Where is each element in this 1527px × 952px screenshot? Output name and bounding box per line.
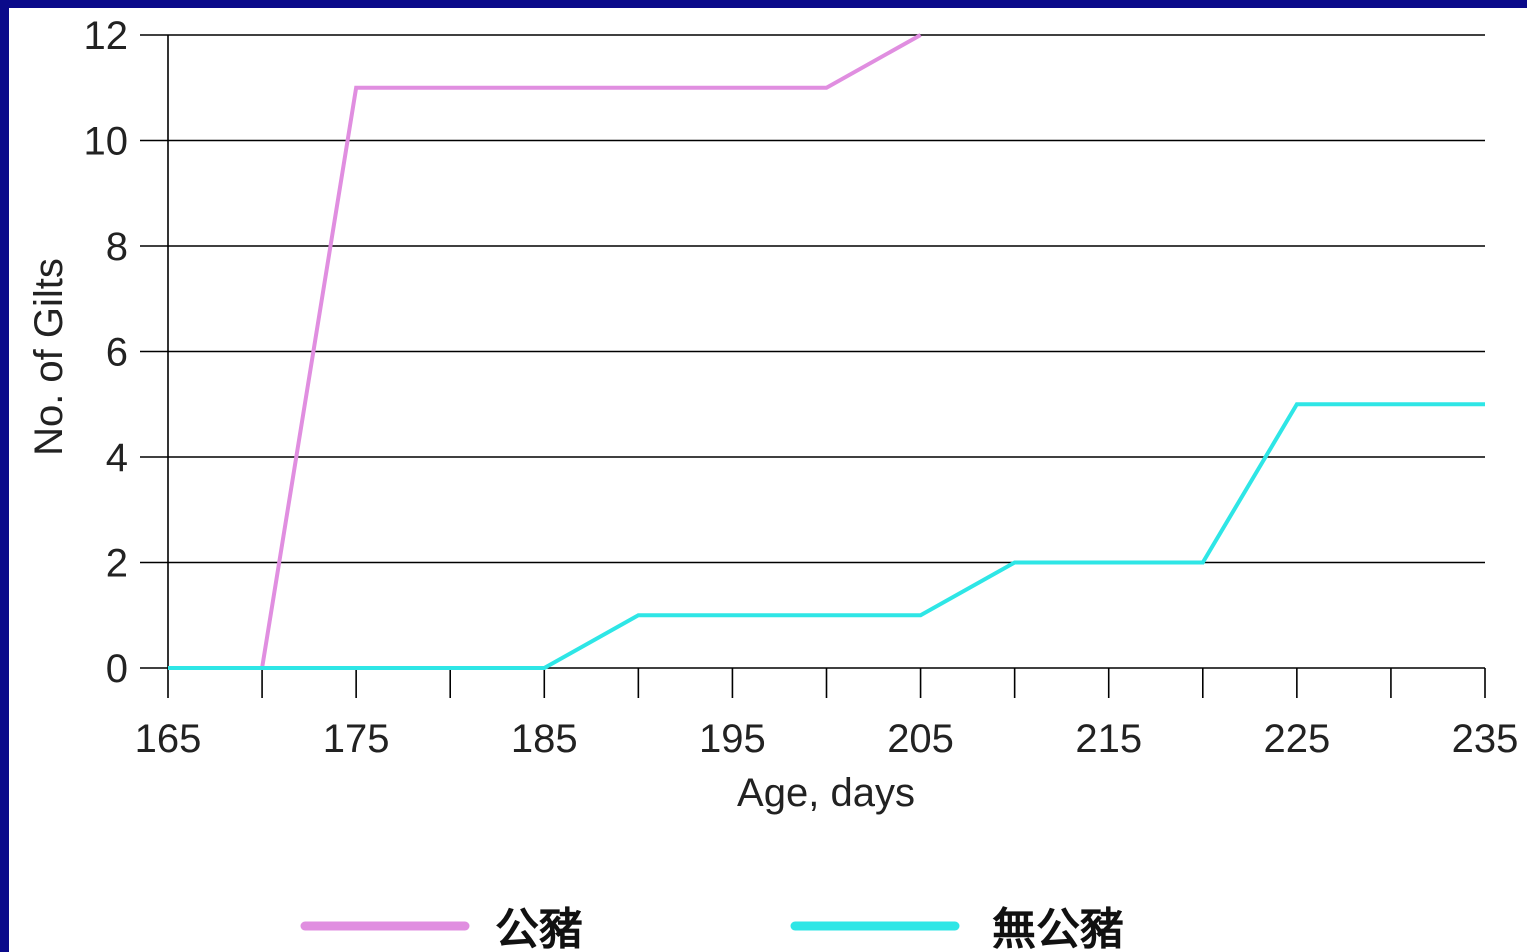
x-tick-label: 235 [1452, 717, 1519, 761]
chart-frame [9, 8, 1527, 952]
series-line-1 [168, 33, 922, 670]
y-tick-label: 6 [106, 331, 128, 375]
x-axis-title: Age, days [737, 771, 915, 815]
x-tick-label: 175 [323, 717, 390, 761]
x-tick-label: 215 [1075, 717, 1142, 761]
x-tick-label: 185 [511, 717, 578, 761]
legend-label-1: 公豬 [495, 904, 583, 952]
y-axis-title: No. of Gilts [27, 258, 71, 456]
y-tick-label: 8 [106, 225, 128, 269]
series-line-2 [168, 402, 1485, 670]
x-tick-label: 195 [699, 717, 766, 761]
x-tick-label: 165 [135, 717, 202, 761]
y-tick-label: 10 [84, 120, 129, 164]
legend-label-2: 無公豬 [992, 904, 1124, 952]
legend: 公豬 無公豬 [300, 904, 1124, 952]
y-tick-label: 0 [106, 647, 128, 691]
x-tick-label: 205 [887, 717, 954, 761]
y-tick-label: 12 [84, 14, 129, 58]
y-tick-label: 4 [106, 436, 128, 480]
x-tick-label: 225 [1263, 717, 1330, 761]
y-tick-label: 2 [106, 542, 128, 586]
